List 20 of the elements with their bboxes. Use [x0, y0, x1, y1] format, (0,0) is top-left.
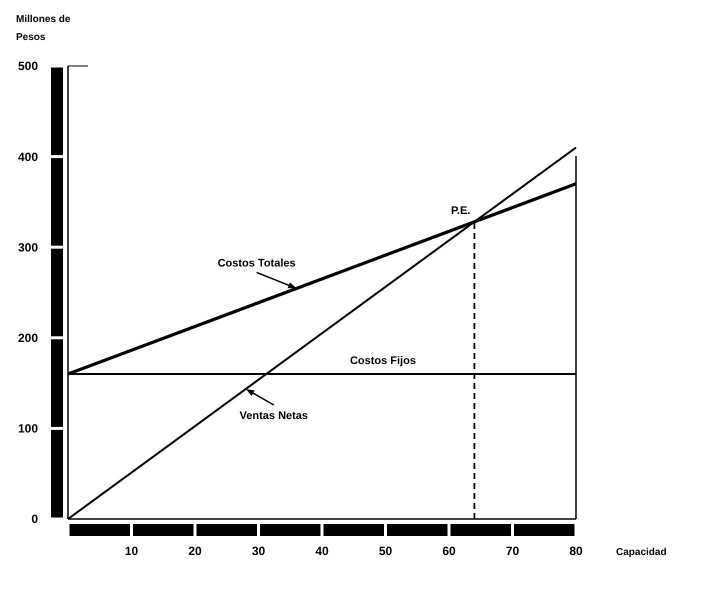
- x-axis-title: Capacidad: [616, 547, 667, 558]
- y-tick-label: 400: [18, 150, 38, 164]
- x-tick-label: 40: [315, 544, 329, 558]
- y-tick-label: 100: [18, 422, 38, 436]
- x-tick-label: 10: [124, 544, 138, 558]
- annotation: P.E.: [451, 204, 470, 217]
- y-tick-label: 0: [31, 512, 38, 526]
- x-tick-label: 30: [252, 544, 266, 558]
- x-tick-label: 20: [188, 544, 202, 558]
- y-axis-title: Millones de Pesos: [16, 14, 71, 43]
- legend-label: Ventas Netas: [240, 410, 308, 422]
- x-tick-label: 70: [506, 544, 520, 558]
- x-tick-label: 80: [569, 544, 583, 558]
- y-tick-label: 300: [18, 240, 38, 254]
- y-tick-label: 500: [18, 59, 38, 74]
- x-tick-label: 50: [378, 544, 392, 558]
- y-tick-label: 200: [18, 331, 38, 345]
- series-label: Costos Totales: [218, 257, 296, 270]
- x-tick-label: 60: [442, 544, 456, 558]
- series-label: Costos Fijos: [350, 355, 416, 368]
